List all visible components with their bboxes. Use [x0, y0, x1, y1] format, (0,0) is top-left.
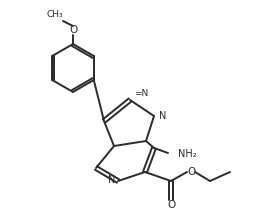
Text: CH₃: CH₃ [47, 10, 63, 20]
Text: N: N [159, 111, 166, 121]
Text: =N: =N [134, 89, 148, 99]
Text: O: O [167, 200, 175, 210]
Text: NH₂: NH₂ [178, 149, 197, 159]
Text: O: O [69, 25, 77, 35]
Text: N: N [108, 175, 115, 185]
Text: O: O [187, 167, 195, 177]
